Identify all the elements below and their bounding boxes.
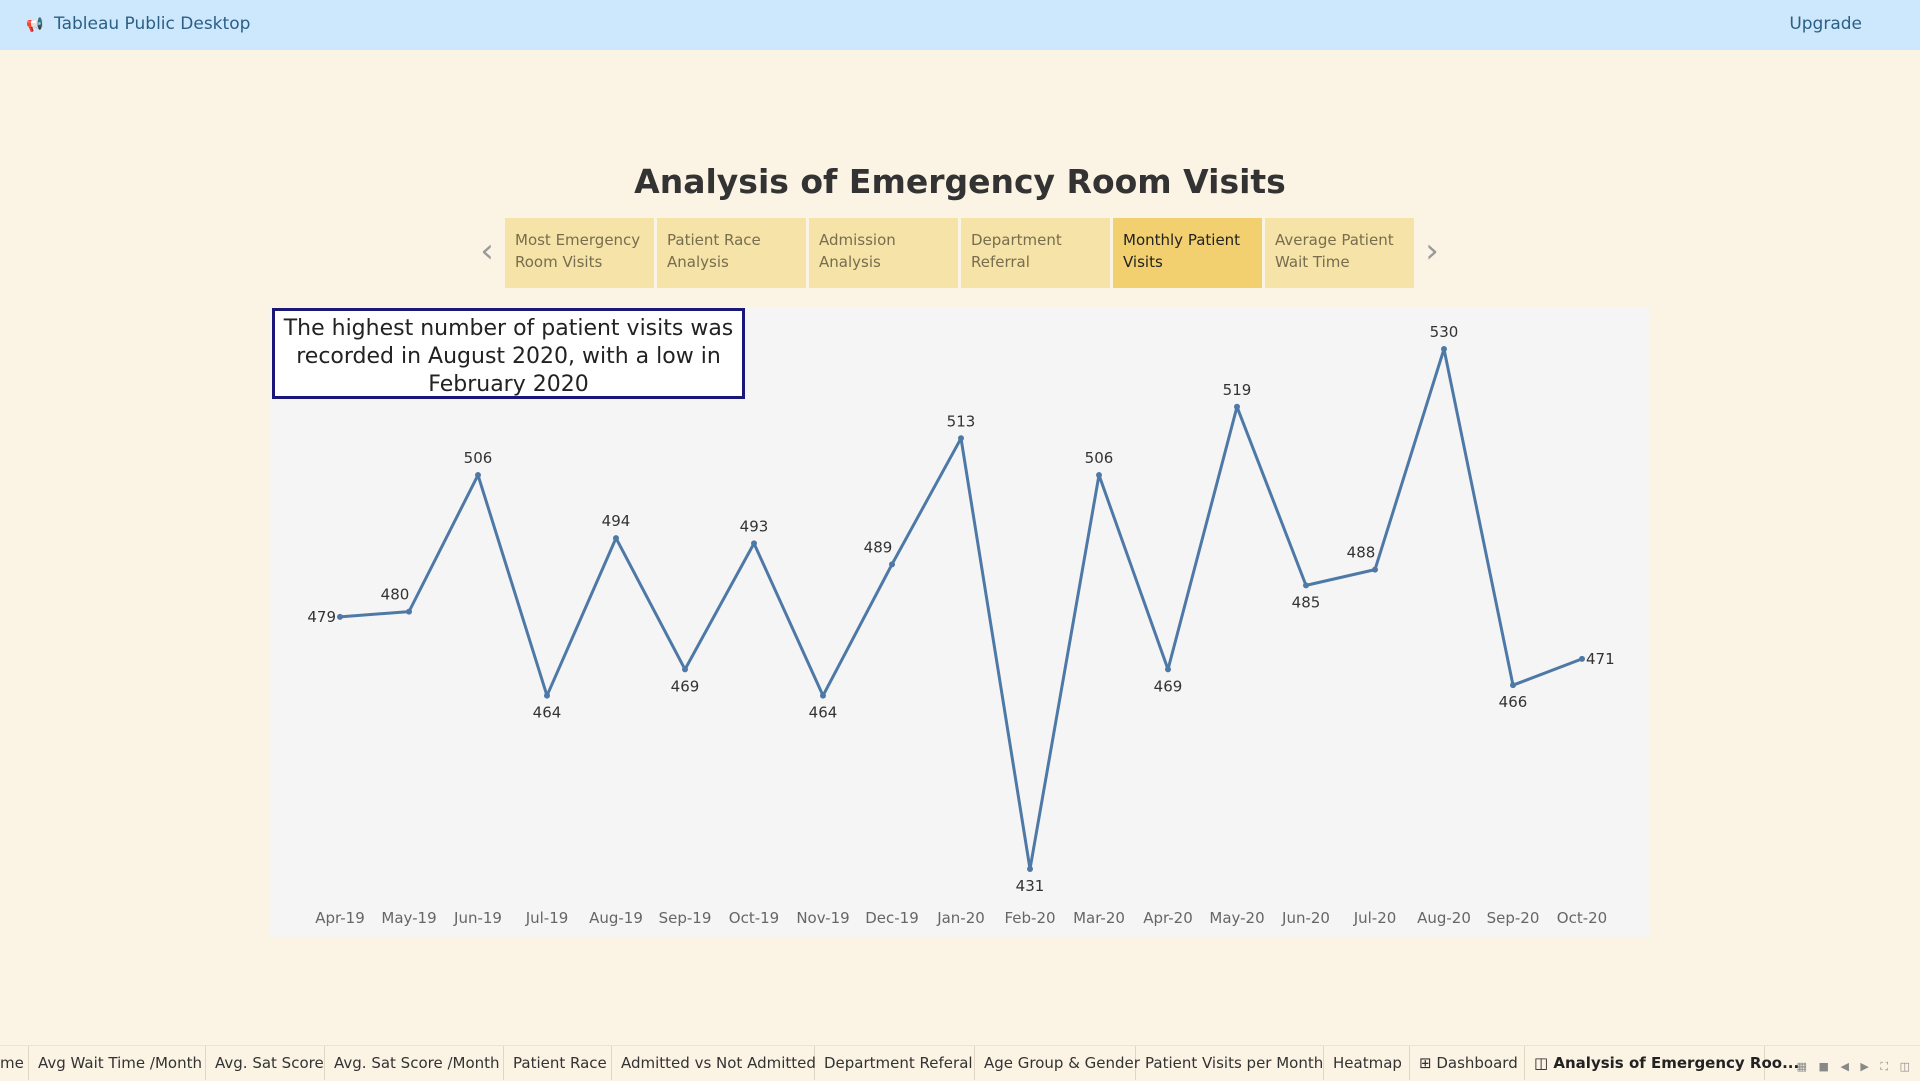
data-label: 485 <box>1292 593 1321 611</box>
data-label: 469 <box>671 677 700 695</box>
title-bar: 📢 Tableau Public Desktop Upgrade <box>0 0 1920 50</box>
sheet-tab-6[interactable]: Admitted vs Not Admitted <box>612 1046 816 1080</box>
data-point[interactable] <box>544 692 550 699</box>
app-title: Tableau Public Desktop <box>54 14 251 34</box>
data-point[interactable] <box>1096 472 1102 479</box>
x-tick-label: Sep-20 <box>1487 909 1540 927</box>
sheet-tab-1[interactable]: me <box>0 1046 29 1080</box>
data-label: 489 <box>864 538 893 556</box>
data-label: 519 <box>1223 381 1252 399</box>
x-tick-label: Jan-20 <box>936 909 985 927</box>
data-point[interactable] <box>820 692 826 699</box>
data-label: 506 <box>1085 449 1114 467</box>
sheet-tab-3[interactable]: Avg. Sat Score <box>206 1046 325 1080</box>
sheet-tab-2[interactable]: Avg Wait Time /Month <box>29 1046 206 1080</box>
story-point-3[interactable]: Admission Analysis <box>809 218 958 288</box>
data-point[interactable] <box>1579 655 1585 662</box>
data-point[interactable] <box>889 561 895 568</box>
chart-panel: 479 Apr-19 480 May-19 506 Jun-19 464 Jul-19 494 A… <box>270 307 1650 937</box>
story-point-5[interactable]: Monthly Patient Visits <box>1113 218 1262 288</box>
sheet-tab-11[interactable]: ⊞ Dashboard <box>1410 1046 1525 1080</box>
story-title: Analysis of Emergency Room Visits <box>634 162 1286 201</box>
x-tick-label: May-20 <box>1209 909 1264 927</box>
x-tick-label: Jul-20 <box>1353 909 1397 927</box>
sheet-tab-7[interactable]: Department Referal <box>815 1046 975 1080</box>
x-tick-label: Apr-20 <box>1143 909 1193 927</box>
story-point-6[interactable]: Average Patient Wait Time <box>1265 218 1414 288</box>
x-tick-label: Oct-19 <box>729 909 779 927</box>
data-point[interactable] <box>751 540 757 547</box>
annotation-box: The highest number of patient visits was… <box>272 308 745 399</box>
filmstrip-icon[interactable]: ■ <box>1818 1060 1829 1073</box>
tab-controls: ▦ ■ ◀ ▶ ⛶ ◫ <box>1789 1060 1910 1074</box>
sheet-tab-8[interactable]: Age Group & Gender <box>975 1046 1140 1080</box>
sheet-tab-10[interactable]: Heatmap <box>1324 1046 1410 1080</box>
data-label: 494 <box>602 512 631 530</box>
chevron-left-icon[interactable]: ‹ <box>480 231 494 271</box>
data-label: 464 <box>809 704 838 722</box>
x-tick-label: Feb-20 <box>1004 909 1055 927</box>
upgrade-link[interactable]: Upgrade <box>1789 14 1862 34</box>
data-label: 469 <box>1154 677 1183 695</box>
data-point[interactable] <box>475 472 481 479</box>
data-point[interactable] <box>406 608 412 615</box>
sheet-tab-4[interactable]: Avg. Sat Score /Month <box>325 1046 504 1080</box>
sheet-tab-9[interactable]: Patient Visits per Month <box>1136 1046 1324 1080</box>
chevron-right-icon[interactable]: › <box>1425 231 1439 271</box>
x-tick-label: May-19 <box>381 909 436 927</box>
story-point-1[interactable]: Most Emergency Room Visits <box>505 218 654 288</box>
prev-sheet-icon[interactable]: ◀ <box>1840 1060 1849 1073</box>
data-point[interactable] <box>1510 682 1516 689</box>
data-point[interactable] <box>613 535 619 542</box>
data-point[interactable] <box>1372 566 1378 573</box>
data-point[interactable] <box>1303 582 1309 589</box>
data-point[interactable] <box>337 613 343 620</box>
x-tick-label: Sep-19 <box>659 909 712 927</box>
line-chart: 479 Apr-19 480 May-19 506 Jun-19 464 Jul-19 494 A… <box>307 323 1615 927</box>
x-tick-label: Oct-20 <box>1557 909 1607 927</box>
present-icon[interactable]: ◫ <box>1899 1060 1910 1073</box>
data-point[interactable] <box>1441 346 1447 352</box>
x-tick-label: Jun-20 <box>1281 909 1330 927</box>
data-label: 464 <box>533 704 562 722</box>
sheet-tab-5[interactable]: Patient Race <box>504 1046 612 1080</box>
data-label: 479 <box>307 608 336 626</box>
data-point[interactable] <box>682 666 688 673</box>
data-label: 506 <box>464 449 493 467</box>
data-label: 466 <box>1499 693 1528 711</box>
data-point[interactable] <box>1027 866 1033 872</box>
x-tick-label: Jun-19 <box>453 909 502 927</box>
x-tick-label: Jul-19 <box>525 909 569 927</box>
story-point-4[interactable]: Department Referral <box>961 218 1110 288</box>
fullscreen-icon[interactable]: ⛶ <box>1880 1060 1889 1073</box>
megaphone-icon: 📢 <box>26 17 44 33</box>
x-tick-label: Dec-19 <box>865 909 919 927</box>
x-tick-label: Aug-19 <box>589 909 643 927</box>
data-point[interactable] <box>1165 666 1171 673</box>
data-point[interactable] <box>1234 403 1240 410</box>
data-label: 530 <box>1430 323 1459 341</box>
sheet-tab-12[interactable]: ◫ Analysis of Emergency Roo... <box>1525 1046 1799 1080</box>
data-point[interactable] <box>958 435 964 442</box>
x-tick-label: Apr-19 <box>315 909 365 927</box>
data-label: 431 <box>1016 877 1045 895</box>
sheet-tab-bar: me Avg Wait Time /Month Avg. Sat Score Avg.… <box>0 1045 1920 1081</box>
x-tick-label: Aug-20 <box>1417 909 1471 927</box>
data-label: 488 <box>1347 544 1376 562</box>
story-point-2[interactable]: Patient Race Analysis <box>657 218 806 288</box>
data-label: 471 <box>1586 650 1615 668</box>
x-tick-label: Nov-19 <box>796 909 849 927</box>
data-label: 493 <box>740 517 769 535</box>
data-label: 513 <box>947 412 976 430</box>
next-sheet-icon[interactable]: ▶ <box>1860 1060 1869 1073</box>
data-label: 480 <box>381 586 410 604</box>
grid-view-icon[interactable]: ▦ <box>1796 1060 1808 1073</box>
x-tick-label: Mar-20 <box>1073 909 1125 927</box>
